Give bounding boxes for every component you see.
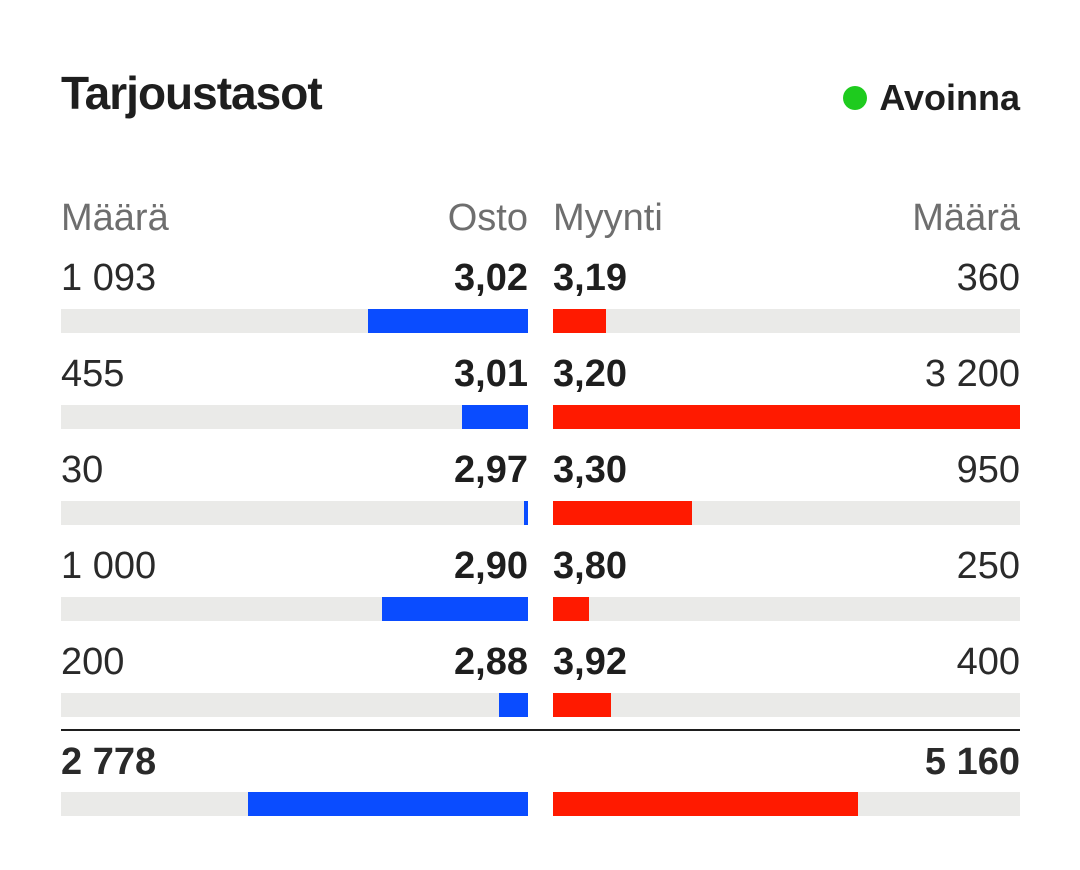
ask-quantity: 3 200 [924, 353, 1020, 395]
bid-price: 3,01 [454, 353, 528, 395]
total-bid-bar [248, 792, 528, 816]
bid-quantity-bar-track [61, 405, 528, 429]
ask-quantity: 360 [956, 257, 1020, 299]
bid-quantity: 455 [61, 353, 125, 395]
market-status: Avoinna [843, 76, 1020, 120]
column-header-ask: Myynti [553, 197, 663, 239]
ask-quantity-bar [553, 405, 1020, 429]
order-level-row: 455 3,01 3,20 3 200 [61, 352, 1020, 396]
totals-text-row: 2 778 5 160 [61, 740, 1020, 784]
ask-price: 3,92 [553, 641, 627, 683]
bid-price: 3,02 [454, 257, 528, 299]
order-level-row: 200 2,88 3,92 400 [61, 640, 1020, 684]
total-ask-bar-track [553, 792, 1020, 816]
bid-quantity: 1 093 [61, 257, 157, 299]
ask-quantity-bar [553, 309, 606, 333]
column-header-ask-quantity: Määrä [912, 197, 1020, 239]
panel-title: Tarjoustasot [61, 67, 323, 119]
bid-quantity: 30 [61, 449, 104, 491]
ask-price: 3,20 [553, 353, 627, 395]
total-bid-quantity: 2 778 [61, 741, 157, 783]
ask-quantity: 950 [956, 449, 1020, 491]
bid-quantity: 1 000 [61, 545, 157, 587]
ask-price: 3,30 [553, 449, 627, 491]
bid-quantity-bar-track [61, 501, 528, 525]
market-status-label: Avoinna [879, 77, 1020, 118]
order-book-panel: Tarjoustasot Avoinna Määrä Osto Myynti M… [61, 0, 1020, 870]
ask-quantity-bar [553, 597, 589, 621]
ask-quantity-bar [553, 693, 611, 717]
bid-quantity-bar [368, 309, 528, 333]
ask-quantity-bar-track [553, 309, 1020, 333]
bid-price: 2,88 [454, 641, 528, 683]
order-level-row: 30 2,97 3,30 950 [61, 448, 1020, 492]
ask-quantity-bar-track [553, 405, 1020, 429]
bid-price: 2,90 [454, 545, 528, 587]
ask-price: 3,19 [553, 257, 627, 299]
bid-price: 2,97 [454, 449, 528, 491]
bid-quantity-bar [382, 597, 528, 621]
bid-quantity-bar [499, 693, 528, 717]
column-header-bid: Osto [447, 197, 528, 239]
ask-quantity-bar [553, 501, 692, 525]
status-dot-icon [843, 86, 868, 110]
bid-quantity-bar-track [61, 309, 528, 333]
total-bid-bar-track [61, 792, 528, 816]
column-header-bid-quantity: Määrä [61, 197, 169, 239]
order-level-row: 1 000 2,90 3,80 250 [61, 544, 1020, 588]
totals-divider [61, 729, 1020, 731]
bid-quantity-bar [462, 405, 528, 429]
ask-quantity-bar-track [553, 501, 1020, 525]
total-ask-quantity: 5 160 [924, 741, 1020, 783]
ask-quantity-bar-track [553, 693, 1020, 717]
bid-quantity: 200 [61, 641, 125, 683]
bid-quantity-bar-track [61, 597, 528, 621]
total-ask-bar [553, 792, 858, 816]
bid-quantity-bar [524, 501, 528, 525]
ask-quantity-bar-track [553, 597, 1020, 621]
ask-quantity: 250 [956, 545, 1020, 587]
ask-price: 3,80 [553, 545, 627, 587]
column-header-row: Määrä Osto Myynti Määrä [61, 196, 1020, 240]
ask-quantity: 400 [956, 641, 1020, 683]
order-level-row: 1 093 3,02 3,19 360 [61, 256, 1020, 300]
bid-quantity-bar-track [61, 693, 528, 717]
